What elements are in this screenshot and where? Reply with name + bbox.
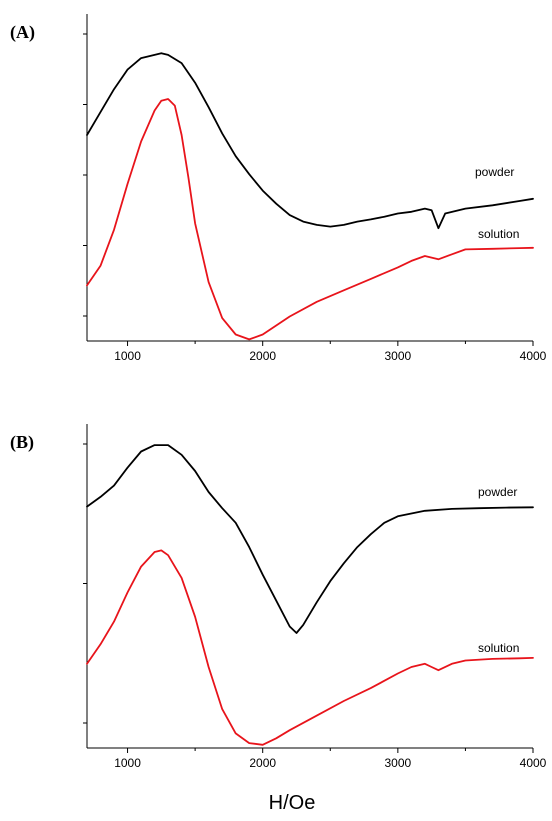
series-line-solution — [86, 98, 534, 341]
x-tick-label: 1000 — [114, 349, 141, 363]
x-tick-label: 2000 — [249, 756, 276, 770]
x-tick-label: 3000 — [384, 756, 411, 770]
series-label-powder: powder — [475, 165, 514, 179]
x-tick-label: 4000 — [520, 756, 547, 770]
series-label-powder: powder — [478, 485, 517, 499]
x-tick-label: 4000 — [520, 349, 547, 363]
panel-label: (B) — [10, 432, 34, 453]
x-tick-label: 2000 — [249, 349, 276, 363]
series-line-powder — [86, 52, 534, 230]
series-line-powder — [86, 444, 534, 634]
panel-label: (A) — [10, 22, 35, 43]
x-tick-label: 1000 — [114, 756, 141, 770]
x-axis-title: H/Oe — [269, 792, 316, 814]
series-label-solution: solution — [478, 641, 519, 655]
series-line-solution — [86, 549, 534, 746]
series-label-solution: solution — [478, 227, 519, 241]
x-tick-label: 3000 — [384, 349, 411, 363]
